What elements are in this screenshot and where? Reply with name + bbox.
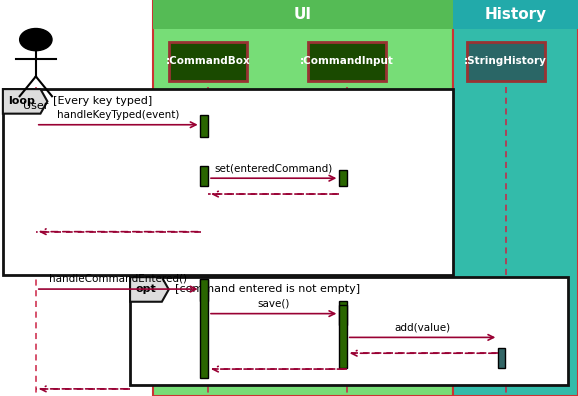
Bar: [130, 277, 568, 385]
Text: opt: opt: [136, 284, 156, 295]
Text: save(): save(): [257, 299, 290, 308]
Bar: [498, 348, 505, 368]
Bar: [453, 0, 578, 29]
Text: set(enteredCommand): set(enteredCommand): [214, 163, 333, 173]
Bar: [453, 0, 578, 396]
Bar: [339, 305, 347, 368]
Text: handleKeyTyped(event): handleKeyTyped(event): [57, 110, 179, 120]
Text: [command entered is not empty]: [command entered is not empty]: [175, 284, 360, 295]
Bar: [339, 170, 347, 186]
Text: History: History: [484, 7, 546, 22]
Circle shape: [20, 29, 52, 51]
Polygon shape: [3, 89, 47, 114]
Bar: [153, 0, 453, 396]
Bar: [200, 166, 208, 186]
Bar: [169, 42, 247, 81]
Bar: [339, 301, 347, 325]
Bar: [153, 0, 453, 29]
Text: User: User: [23, 101, 49, 111]
Bar: [307, 42, 386, 81]
Bar: [200, 279, 208, 378]
Text: handleCommandEntered(): handleCommandEntered(): [49, 274, 187, 284]
Bar: [3, 89, 453, 275]
Text: :CommandInput: :CommandInput: [300, 56, 394, 67]
Text: :StringHistory: :StringHistory: [464, 56, 547, 67]
Text: :CommandBox: :CommandBox: [166, 56, 250, 67]
Bar: [200, 115, 208, 137]
Bar: [467, 42, 544, 81]
Text: loop: loop: [8, 96, 35, 107]
Bar: [200, 279, 208, 301]
Text: add(value): add(value): [394, 322, 451, 332]
Polygon shape: [130, 277, 169, 302]
Text: [Every key typed]: [Every key typed]: [53, 96, 153, 107]
Text: UI: UI: [294, 7, 312, 22]
